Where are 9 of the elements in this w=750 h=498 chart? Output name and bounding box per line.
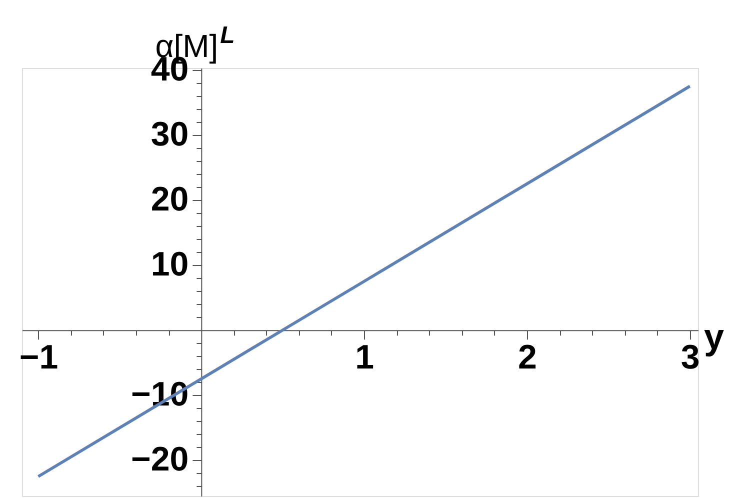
y-tick-label: 10 [150,246,189,284]
y-tick-label: 20 [150,180,189,219]
x-tick-label: 1 [355,338,374,377]
x-axis-title: y [704,316,724,358]
x-tick-label: 2 [518,338,537,377]
x-tick-label: 3 [680,338,700,377]
x-tick-label: −1 [19,338,58,377]
y-tick-label: 30 [150,115,189,154]
y-tick-label: −20 [130,440,189,479]
